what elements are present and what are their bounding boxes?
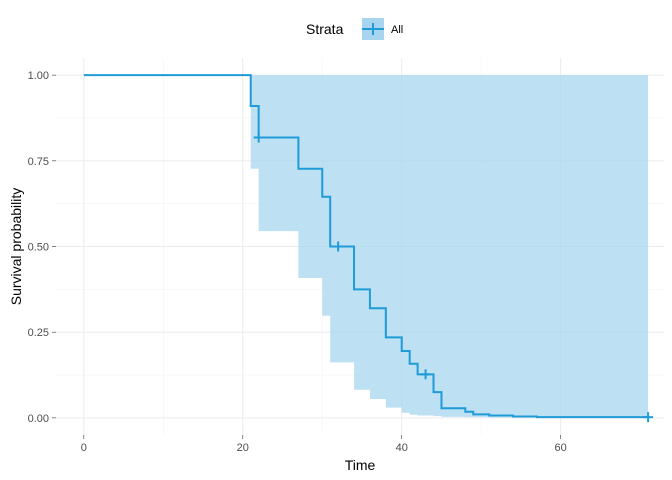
- survival-curve-0: [83, 74, 649, 419]
- x-tick-label-1: 20: [237, 442, 249, 454]
- y-tick-label-0: 0.00: [28, 413, 49, 425]
- x-axis-ticks: 0 20 40 60: [81, 435, 567, 454]
- censor-marks: [253, 132, 654, 423]
- censor-mark-3: [643, 412, 654, 423]
- censor-mark-0: [253, 132, 264, 143]
- y-axis-title: Survival probability: [8, 188, 24, 306]
- y-tick-label-3: 0.75: [28, 156, 49, 168]
- survival-curves: [83, 74, 649, 419]
- legend: Strata All: [306, 18, 403, 40]
- x-tick-label-2: 40: [396, 442, 408, 454]
- y-tick-label-4: 1.00: [28, 70, 49, 82]
- x-tick-label-0: 0: [81, 442, 87, 454]
- legend-label-all: All: [391, 24, 403, 36]
- y-axis-ticks: 0.00 0.25 0.50 0.75 1.00: [28, 70, 56, 425]
- y-tick-label-2: 0.50: [28, 242, 49, 254]
- confidence-band: [83, 75, 649, 418]
- censor-mark-2: [420, 369, 431, 380]
- y-tick-label-1: 0.25: [28, 327, 49, 339]
- x-axis-title: Time: [345, 457, 376, 473]
- x-tick-label-3: 60: [555, 442, 567, 454]
- legend-title: Strata: [306, 21, 344, 37]
- censor-mark-1: [333, 241, 344, 252]
- confidence-band-0: [83, 75, 649, 418]
